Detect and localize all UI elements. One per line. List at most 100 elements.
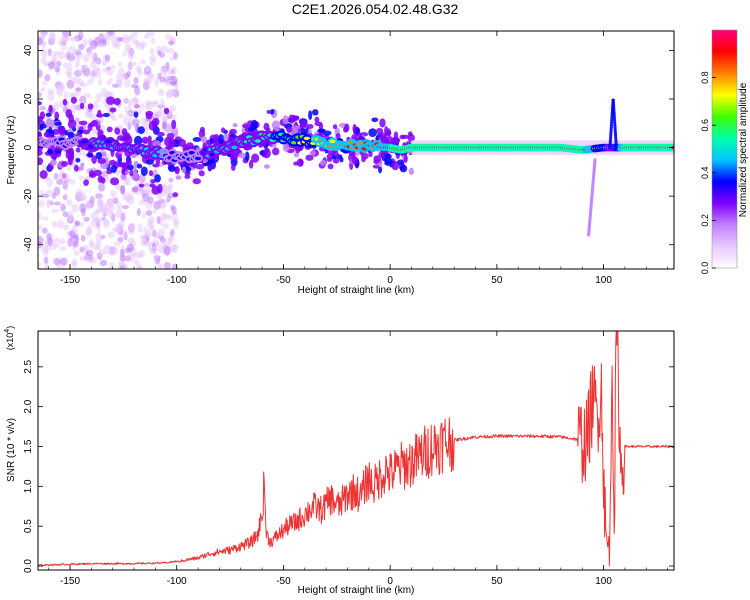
- spectrogram-feature-point: [610, 121, 614, 125]
- spectrogram-scatter-point: [102, 67, 107, 73]
- spectrogram-scatter-point: [167, 237, 172, 245]
- spectrogram-scatter-point: [123, 72, 130, 80]
- spectrogram-scatter-point: [153, 200, 161, 210]
- spectrogram-ridge-core: [303, 136, 311, 141]
- colorbar-tick-label: 0.2: [700, 214, 710, 227]
- snr-plot-area: [38, 331, 674, 570]
- spectrogram-scatter-point: [99, 259, 108, 267]
- spectrogram-band-point: [162, 121, 167, 130]
- spectrogram-scatter-point: [68, 45, 76, 55]
- spectrogram-band-point: [372, 164, 381, 169]
- spectrogram-scatter-point: [116, 166, 123, 174]
- spectrogram-scatter-point: [156, 263, 164, 269]
- spectrogram-scatter-point: [53, 237, 61, 248]
- spectrogram-scatter-point: [171, 115, 178, 120]
- spectrogram-scatter-point: [148, 72, 155, 81]
- spectrogram-band-point: [45, 112, 52, 117]
- spectrogram-scatter-point: [38, 262, 42, 268]
- y-tick-label: 0: [23, 144, 34, 150]
- spectrogram-scatter-point: [66, 79, 75, 89]
- snr-panel: -150 -100 -50 0 50 100 0.0 0.5 1.0 1.5 2.0 2.5 Hei…: [4, 326, 675, 596]
- spectrogram-band-point: [38, 157, 44, 166]
- spectrogram-band-point: [152, 163, 160, 168]
- spectrogram-scatter-point: [157, 50, 162, 56]
- spectrogram-feature-point: [608, 145, 612, 150]
- spectrogram-band-point: [132, 168, 138, 176]
- spectrogram-band-point: [368, 151, 373, 158]
- spectrogram-band-point: [282, 115, 289, 125]
- snr-x-ticks: -150 -100 -50 0 50 100: [48, 331, 668, 587]
- spectrogram-scatter-point: [145, 210, 153, 217]
- y-tick-label: 2.0: [23, 399, 34, 413]
- spectrogram-scatter-point: [115, 73, 124, 84]
- spectrogram-feature-point: [608, 140, 612, 145]
- spectrogram-band-point: [163, 107, 170, 115]
- spectrogram-scatter-point: [145, 65, 151, 72]
- spectrogram-scatter-point: [44, 263, 50, 269]
- spectrogram-scatter-point: [66, 199, 73, 206]
- spectrogram-y-ticks: -40 -20 0 20 40: [23, 44, 674, 252]
- spectrogram-band-point: [171, 119, 177, 130]
- spectrogram-band-point: [391, 160, 400, 171]
- spectrogram-scatter-point: [75, 87, 82, 92]
- spectrogram-scatter-point: [89, 241, 96, 250]
- spectrogram-band-point: [248, 126, 255, 132]
- spectrogram-scatter-point: [153, 254, 160, 261]
- spectrogram-scatter-point: [38, 210, 42, 221]
- spectrogram-scatter-point: [54, 201, 61, 206]
- spectrogram-band-point: [198, 170, 205, 177]
- x-tick-label: -150: [60, 576, 80, 587]
- colorbar-tick-label: 0.4: [700, 167, 710, 180]
- y-tick-label: 0.0: [23, 559, 34, 573]
- spectrogram-scatter-point: [170, 244, 178, 253]
- spectrogram-scatter-point: [95, 93, 103, 103]
- spectrogram-scatter-point: [157, 228, 165, 238]
- spectrogram-scatter-point: [62, 31, 70, 38]
- spectrogram-band-point: [379, 118, 386, 128]
- spectrogram-scatter-point: [106, 69, 114, 76]
- colorbar-ticks: 0.0 0.2 0.4 0.6 0.8: [700, 71, 716, 274]
- spectrogram-scatter-point: [43, 62, 49, 67]
- spectrogram-scatter-point: [51, 208, 59, 214]
- spectrogram-band-point: [86, 152, 94, 158]
- spectrogram-scatter-point: [85, 201, 92, 209]
- spectrogram-band-point: [238, 152, 246, 159]
- spectrogram-feature-point: [610, 116, 614, 120]
- spectrogram-scatter-point: [167, 75, 175, 80]
- spectrogram-band-point: [49, 159, 57, 166]
- spectrogram-scatter-point: [38, 37, 43, 46]
- spectrogram-scatter-point: [153, 110, 159, 119]
- spectrogram-band-point: [385, 135, 394, 145]
- spectrogram-band-point: [305, 154, 314, 161]
- spectrogram-scatter-point: [40, 87, 46, 93]
- y-tick-label: -40: [23, 237, 34, 252]
- spectrogram-scatter-point: [74, 63, 79, 69]
- spectrogram-scatter-point: [123, 78, 131, 88]
- spectrogram-band-point: [232, 152, 238, 162]
- spectrogram-scatter-point: [141, 212, 147, 219]
- spectrogram-scatter-point: [112, 197, 119, 204]
- spectrogram-scatter-point: [126, 243, 135, 252]
- spectrogram-feature-point: [613, 133, 618, 137]
- spectrogram-scatter-point: [80, 196, 86, 203]
- spectrogram-scatter-point: [70, 179, 76, 185]
- spectrogram-scatter-point: [56, 219, 65, 229]
- spectrogram-scatter-point: [150, 37, 156, 44]
- spectrogram-scatter-point: [122, 50, 127, 57]
- spectrogram-band-point: [380, 137, 387, 144]
- spectrogram-band-point: [38, 149, 43, 156]
- x-tick-label: -50: [276, 275, 291, 286]
- spectrogram-band-point: [339, 156, 344, 163]
- spectrogram-scatter-point: [42, 193, 50, 198]
- spectrogram-band-point: [65, 148, 71, 154]
- spectrogram-scatter-point: [70, 103, 77, 113]
- spectrogram-band-point: [97, 109, 102, 117]
- spectrogram-scatter-point: [65, 178, 72, 183]
- spectrogram-band-point: [319, 159, 327, 166]
- spectrogram-x-axis-label: Height of straight line (km): [298, 285, 415, 296]
- snr-x-axis-label: Height of straight line (km): [298, 585, 415, 596]
- spectrogram-ridge-core: [329, 139, 336, 144]
- colorbar-label: Normalized spectral amplitude: [738, 82, 749, 217]
- spectrogram-scatter-point: [83, 92, 91, 98]
- spectrogram-band-point: [45, 118, 53, 128]
